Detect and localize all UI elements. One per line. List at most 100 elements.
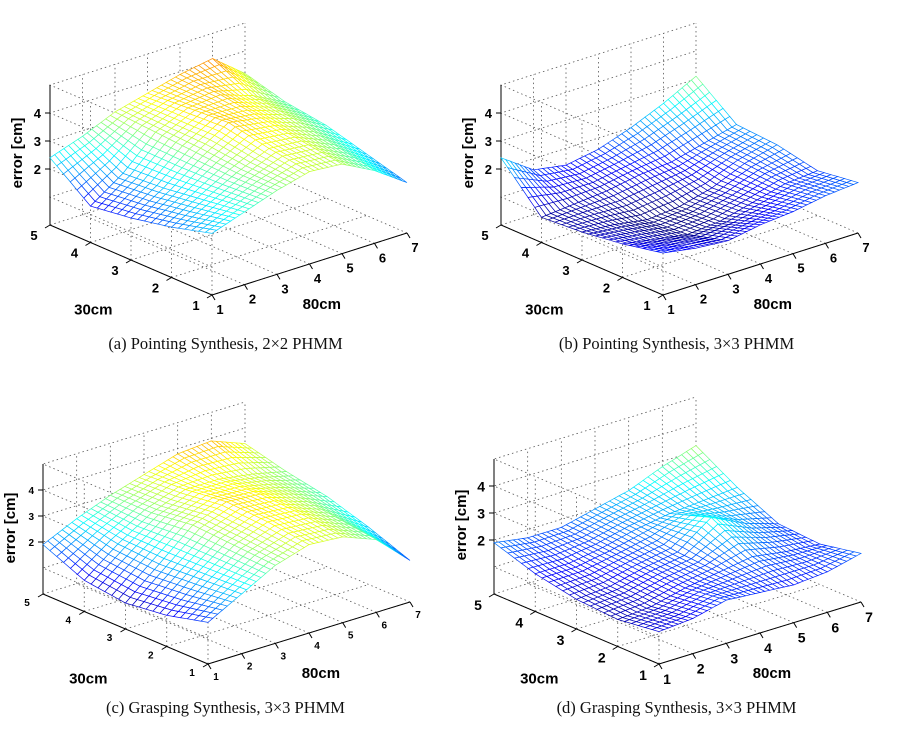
y-tick-label: 2 xyxy=(598,650,606,666)
x-tick xyxy=(760,263,764,270)
x-tick-label: 3 xyxy=(281,281,288,296)
x-tick-label: 3 xyxy=(732,281,739,296)
x-tick xyxy=(860,601,865,608)
panel-b: 1 2 3 4 5 6 7 1 2 3 4 5 2 3 4 80cm 30cm error [cm] (b) Po… xyxy=(451,0,902,365)
x-tick-label: 6 xyxy=(382,620,388,631)
x-tick xyxy=(857,232,862,239)
y-tick-label: 1 xyxy=(643,298,650,313)
panel-a: 1 2 3 4 5 6 7 1 2 3 4 5 2 3 4 80cm 30cm error [cm] (a) Po… xyxy=(0,0,451,365)
y-tick xyxy=(37,593,44,598)
y-tick-label: 5 xyxy=(474,597,482,613)
surface-plot-c: 1 2 3 4 5 6 7 1 2 3 4 5 2 3 4 80cm 30cm error [cm] xyxy=(2,401,421,688)
y-tick-label: 5 xyxy=(30,228,37,243)
y-axis-title: 30cm xyxy=(525,302,563,319)
x-tick-label: 2 xyxy=(249,292,256,307)
caption-b: (b) Pointing Synthesis, 3×3 PHMM xyxy=(558,334,795,353)
y-tick-label: 3 xyxy=(562,263,569,278)
y-tick-label: 3 xyxy=(557,632,565,648)
y-tick-label: 2 xyxy=(152,281,159,296)
x-tick-label: 5 xyxy=(348,631,354,642)
x-axis-title: 80cm xyxy=(753,665,791,682)
x-tick xyxy=(308,632,313,639)
z-axis-title: error [cm] xyxy=(460,118,477,189)
x-tick-label: 4 xyxy=(764,640,772,656)
x-tick xyxy=(406,232,411,239)
y-tick xyxy=(536,242,542,246)
y-axis-title: 30cm xyxy=(520,671,558,688)
z-tick-label: 2 xyxy=(485,162,492,177)
x-tick-label: 6 xyxy=(379,250,386,265)
y-tick xyxy=(161,646,168,650)
x-tick xyxy=(211,294,216,301)
x-tick xyxy=(341,253,346,259)
x-tick xyxy=(662,294,667,301)
surface-mesh xyxy=(42,440,411,623)
x-tick xyxy=(274,643,279,649)
y-tick xyxy=(85,242,91,246)
y-tick xyxy=(571,628,577,633)
z-axis-title: error [cm] xyxy=(2,493,19,564)
caption-d: (d) Grasping Synthesis, 3×3 PHMM xyxy=(556,698,797,717)
y-tick-label: 2 xyxy=(148,651,154,662)
y-tick xyxy=(495,224,502,229)
y-tick xyxy=(488,593,495,598)
surface-mesh xyxy=(500,75,860,254)
z-tick-label: 2 xyxy=(477,532,485,548)
z-tick-label: 3 xyxy=(477,505,485,521)
x-tick xyxy=(658,663,663,670)
z-axis-title: error [cm] xyxy=(9,118,26,189)
y-tick-label: 4 xyxy=(522,246,530,261)
surface-mesh xyxy=(49,58,408,234)
x-tick-label: 7 xyxy=(411,240,418,255)
x-tick xyxy=(727,274,732,280)
x-tick-label: 3 xyxy=(730,650,738,666)
z-tick-label: 2 xyxy=(34,162,41,177)
y-tick xyxy=(202,663,209,668)
x-tick xyxy=(725,643,730,649)
x-tick xyxy=(276,274,281,280)
x-tick-label: 4 xyxy=(314,641,320,652)
surface-plot-a: 1 2 3 4 5 6 7 1 2 3 4 5 2 3 4 80cm 30cm error [cm] xyxy=(9,22,419,319)
x-tick xyxy=(792,253,797,259)
x-tick xyxy=(692,653,697,659)
y-tick xyxy=(653,663,660,668)
x-tick-label: 5 xyxy=(798,630,806,646)
y-tick xyxy=(44,224,51,229)
y-tick-label: 4 xyxy=(65,616,71,627)
x-tick xyxy=(375,612,380,618)
x-tick-label: 7 xyxy=(415,610,421,621)
x-tick-label: 1 xyxy=(213,672,219,683)
y-tick-label: 1 xyxy=(189,668,195,679)
y-tick-label: 1 xyxy=(192,298,199,313)
z-axis-title: error [cm] xyxy=(453,490,470,561)
x-tick-label: 2 xyxy=(700,292,707,307)
y-tick-label: 5 xyxy=(24,598,30,609)
y-tick xyxy=(617,277,623,281)
x-tick-label: 1 xyxy=(216,302,223,317)
y-tick-label: 4 xyxy=(515,615,523,631)
z-tick-label: 2 xyxy=(28,538,34,549)
x-tick xyxy=(342,622,347,628)
mesh-cell xyxy=(204,228,218,234)
y-tick-label: 3 xyxy=(111,263,118,278)
z-tick-label: 4 xyxy=(477,478,485,494)
mesh-cell xyxy=(651,627,665,632)
z-tick-label: 3 xyxy=(28,512,34,523)
x-tick xyxy=(695,284,699,290)
x-tick xyxy=(409,601,414,608)
z-tick-label: 3 xyxy=(34,134,41,149)
panel-d: 1 2 3 4 5 6 7 1 2 3 4 5 2 3 4 80cm 30cm error [cm] (d) Gr… xyxy=(451,366,902,731)
x-tick xyxy=(374,243,378,249)
caption-c: (c) Grasping Synthesis, 3×3 PHMM xyxy=(106,698,345,717)
surface-mesh xyxy=(493,445,862,632)
y-tick xyxy=(166,277,172,281)
x-tick xyxy=(241,653,246,659)
x-tick xyxy=(825,243,829,249)
surface-plot-b: 1 2 3 4 5 6 7 1 2 3 4 5 2 3 4 80cm 30cm error [cm] xyxy=(460,22,870,319)
surface-plot-d: 1 2 3 4 5 6 7 1 2 3 4 5 2 3 4 80cm 30cm error [cm] xyxy=(453,396,873,688)
x-tick xyxy=(793,622,798,628)
caption-a: (a) Pointing Synthesis, 2×2 PHMM xyxy=(108,334,343,353)
x-tick xyxy=(309,263,313,270)
x-tick-label: 3 xyxy=(281,651,287,662)
x-tick-label: 6 xyxy=(831,619,839,635)
